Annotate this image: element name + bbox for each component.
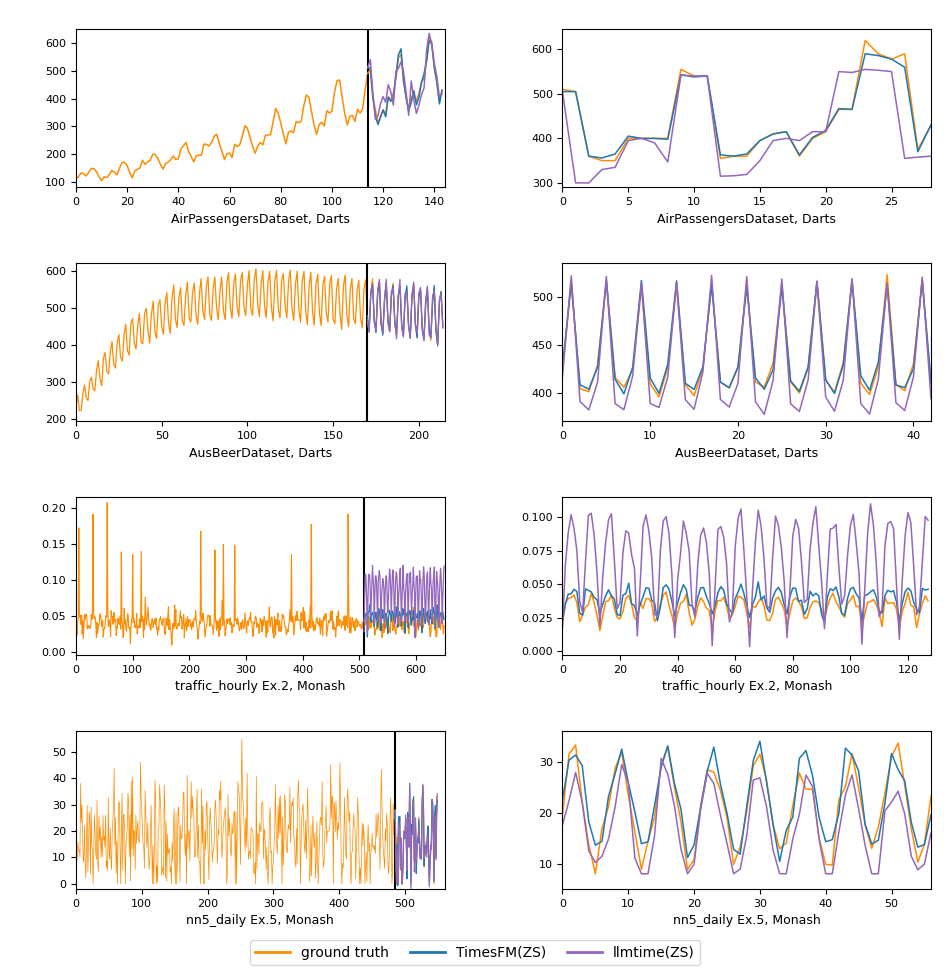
Legend: ground truth, TimesFM(ZS), llmtime(ZS): ground truth, TimesFM(ZS), llmtime(ZS) [250,940,700,965]
X-axis label: AirPassengersDataset, Darts: AirPassengersDataset, Darts [171,213,350,226]
X-axis label: nn5_daily Ex.5, Monash: nn5_daily Ex.5, Monash [673,914,821,927]
X-axis label: AusBeerDataset, Darts: AusBeerDataset, Darts [675,446,818,459]
X-axis label: nn5_daily Ex.5, Monash: nn5_daily Ex.5, Monash [186,914,334,927]
X-axis label: AusBeerDataset, Darts: AusBeerDataset, Darts [189,446,332,459]
X-axis label: traffic_hourly Ex.2, Monash: traffic_hourly Ex.2, Monash [175,680,346,694]
X-axis label: traffic_hourly Ex.2, Monash: traffic_hourly Ex.2, Monash [661,680,832,694]
X-axis label: AirPassengersDataset, Darts: AirPassengersDataset, Darts [657,213,836,226]
